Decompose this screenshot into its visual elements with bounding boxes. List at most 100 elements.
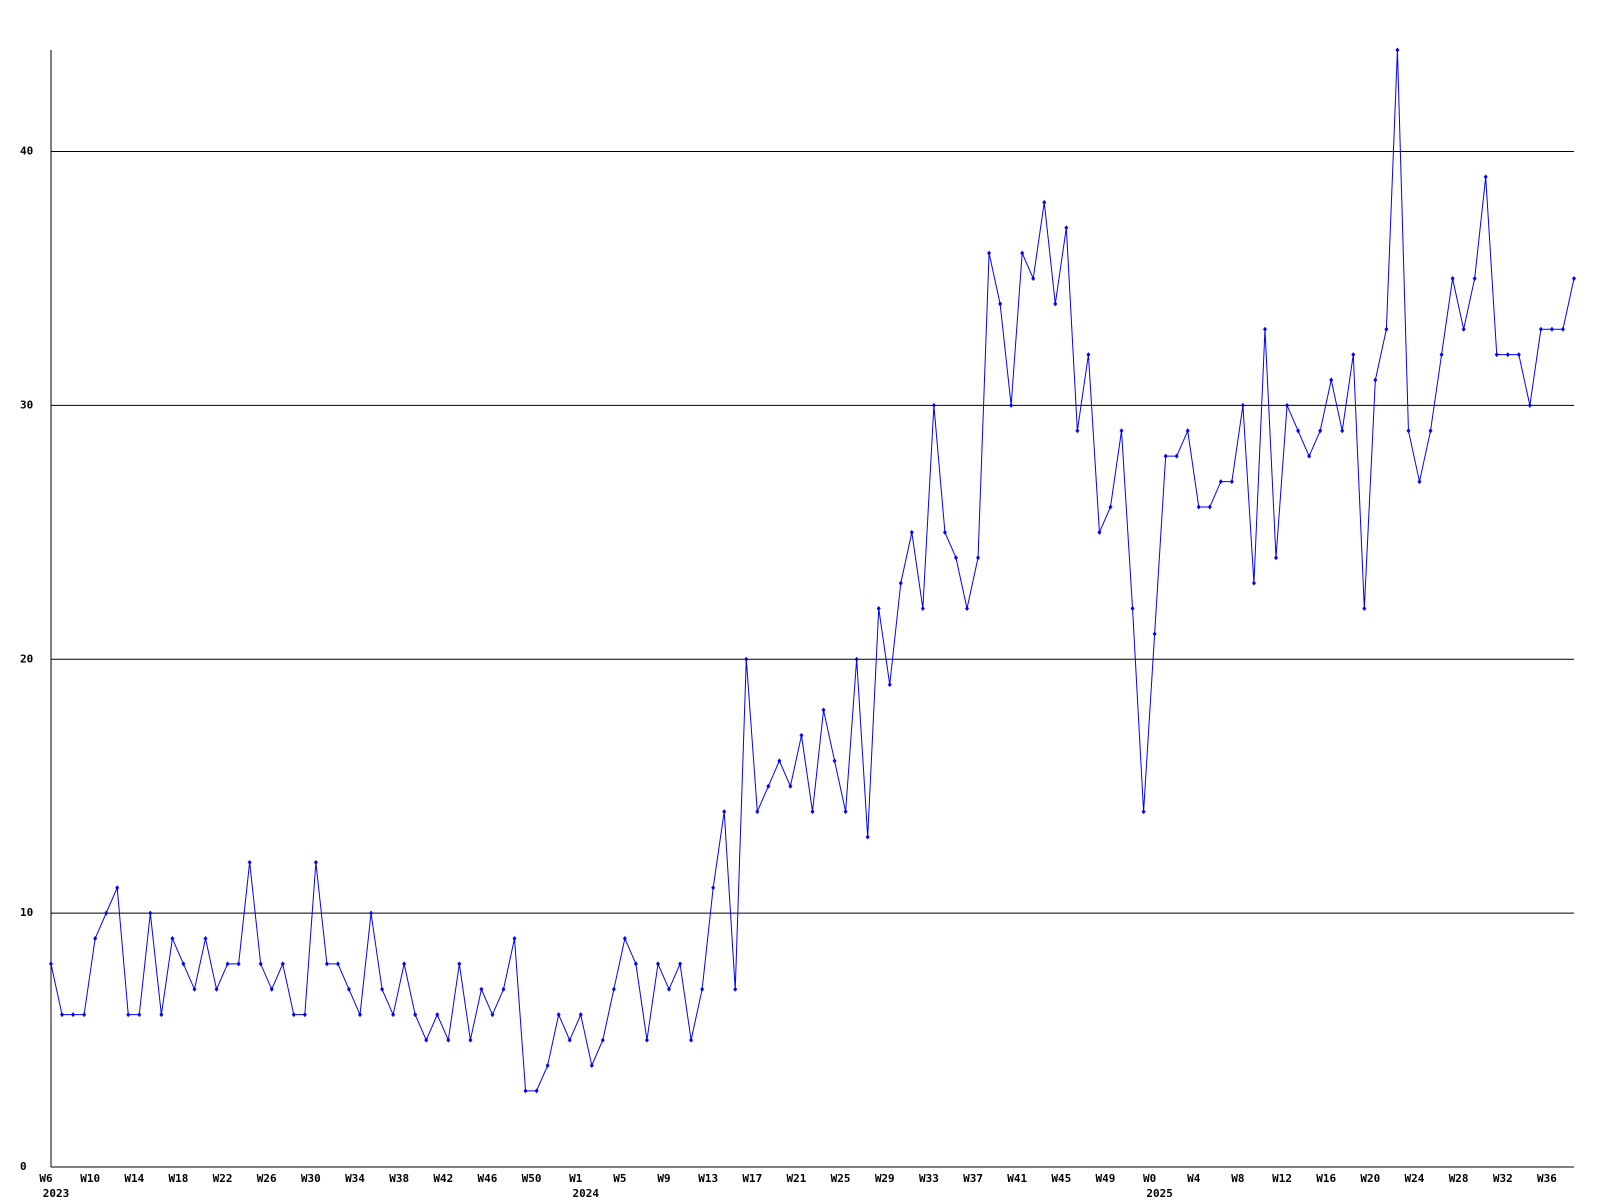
marker bbox=[799, 732, 804, 738]
x-tick-label: W18 bbox=[168, 1172, 188, 1185]
marker bbox=[942, 529, 947, 535]
x-tick-label: W33 bbox=[919, 1172, 939, 1185]
marker bbox=[203, 936, 208, 942]
marker bbox=[1362, 606, 1367, 611]
marker bbox=[1560, 326, 1565, 332]
marker bbox=[236, 961, 241, 967]
marker bbox=[1009, 402, 1014, 408]
x-tick-label: W37 bbox=[963, 1172, 983, 1185]
x-tick-label: W28 bbox=[1449, 1172, 1469, 1185]
x-tick-label: W32 bbox=[1493, 1172, 1513, 1185]
marker bbox=[247, 859, 252, 865]
marker bbox=[280, 961, 285, 967]
y-tick-label: 0 bbox=[20, 1160, 27, 1173]
marker bbox=[1516, 352, 1521, 358]
marker bbox=[335, 961, 340, 967]
marker bbox=[545, 1062, 550, 1068]
marker bbox=[953, 555, 958, 561]
marker bbox=[589, 1062, 594, 1068]
x-tick-label: W36 bbox=[1537, 1172, 1557, 1185]
marker bbox=[1185, 428, 1190, 434]
marker bbox=[93, 936, 98, 942]
x-tick-label: W4 bbox=[1187, 1172, 1201, 1185]
marker bbox=[689, 1037, 694, 1043]
marker bbox=[214, 986, 219, 992]
marker bbox=[1572, 275, 1576, 281]
marker bbox=[490, 1012, 495, 1018]
x-tick-label: W45 bbox=[1051, 1172, 1071, 1185]
marker bbox=[523, 1088, 528, 1094]
line bbox=[50, 49, 1575, 1092]
x-tick-label: W6 bbox=[39, 1172, 53, 1185]
marker bbox=[678, 961, 683, 967]
marker bbox=[556, 1012, 561, 1018]
marker bbox=[291, 1012, 296, 1018]
marker bbox=[512, 936, 517, 942]
marker bbox=[1428, 428, 1433, 434]
marker bbox=[1097, 529, 1102, 535]
x-tick-label: W14 bbox=[124, 1172, 144, 1185]
marker bbox=[1196, 504, 1201, 510]
marker bbox=[1417, 479, 1422, 485]
marker bbox=[1395, 47, 1400, 53]
marker bbox=[1086, 352, 1091, 358]
marker bbox=[1450, 275, 1455, 281]
x-tick-label: W24 bbox=[1405, 1172, 1425, 1185]
marker bbox=[1064, 225, 1069, 231]
marker bbox=[931, 402, 936, 408]
x-tick-label: W41 bbox=[1007, 1172, 1027, 1185]
marker bbox=[567, 1037, 572, 1043]
marker bbox=[1296, 428, 1301, 434]
marker bbox=[534, 1088, 539, 1094]
marker bbox=[1141, 809, 1146, 815]
marker bbox=[71, 1012, 76, 1018]
marker bbox=[1318, 428, 1323, 434]
y-tick-label: 30 bbox=[20, 398, 33, 411]
marker bbox=[1152, 631, 1157, 637]
marker bbox=[1340, 428, 1345, 434]
marker bbox=[843, 809, 848, 815]
marker bbox=[1108, 504, 1113, 510]
marker bbox=[225, 961, 230, 967]
marker bbox=[1505, 352, 1510, 358]
marker bbox=[1549, 326, 1554, 332]
marker bbox=[1130, 606, 1135, 611]
marker bbox=[313, 859, 318, 865]
marker bbox=[744, 656, 749, 662]
marker bbox=[821, 707, 826, 713]
marker bbox=[369, 910, 374, 916]
x-tick-label: W26 bbox=[257, 1172, 277, 1185]
marker bbox=[854, 656, 859, 662]
marker bbox=[479, 986, 484, 992]
marker bbox=[1439, 352, 1444, 358]
marker bbox=[181, 961, 186, 967]
marker bbox=[170, 936, 175, 942]
marker bbox=[391, 1012, 396, 1018]
marker bbox=[346, 986, 351, 992]
marker bbox=[1274, 555, 1279, 561]
marker bbox=[324, 961, 329, 967]
marker bbox=[1406, 428, 1411, 434]
marker bbox=[435, 1012, 440, 1018]
marker bbox=[269, 986, 274, 992]
x-tick-label: W13 bbox=[698, 1172, 718, 1185]
marker bbox=[777, 758, 782, 764]
marker bbox=[909, 529, 914, 535]
marker bbox=[965, 606, 970, 611]
marker bbox=[115, 885, 120, 891]
marker bbox=[60, 1012, 65, 1018]
year-label: 2024 bbox=[572, 1187, 599, 1200]
marker bbox=[1251, 580, 1256, 586]
marker bbox=[755, 809, 760, 815]
marker bbox=[1373, 377, 1378, 383]
year-label: 2023 bbox=[43, 1187, 70, 1200]
x-tick-label: W22 bbox=[213, 1172, 233, 1185]
marker bbox=[578, 1012, 583, 1018]
x-tick-label: W50 bbox=[522, 1172, 542, 1185]
x-tick-label: W42 bbox=[433, 1172, 453, 1185]
marker bbox=[468, 1037, 473, 1043]
x-tick-label: W20 bbox=[1360, 1172, 1380, 1185]
marker bbox=[1207, 504, 1212, 510]
marker bbox=[380, 986, 385, 992]
marker bbox=[876, 606, 881, 611]
